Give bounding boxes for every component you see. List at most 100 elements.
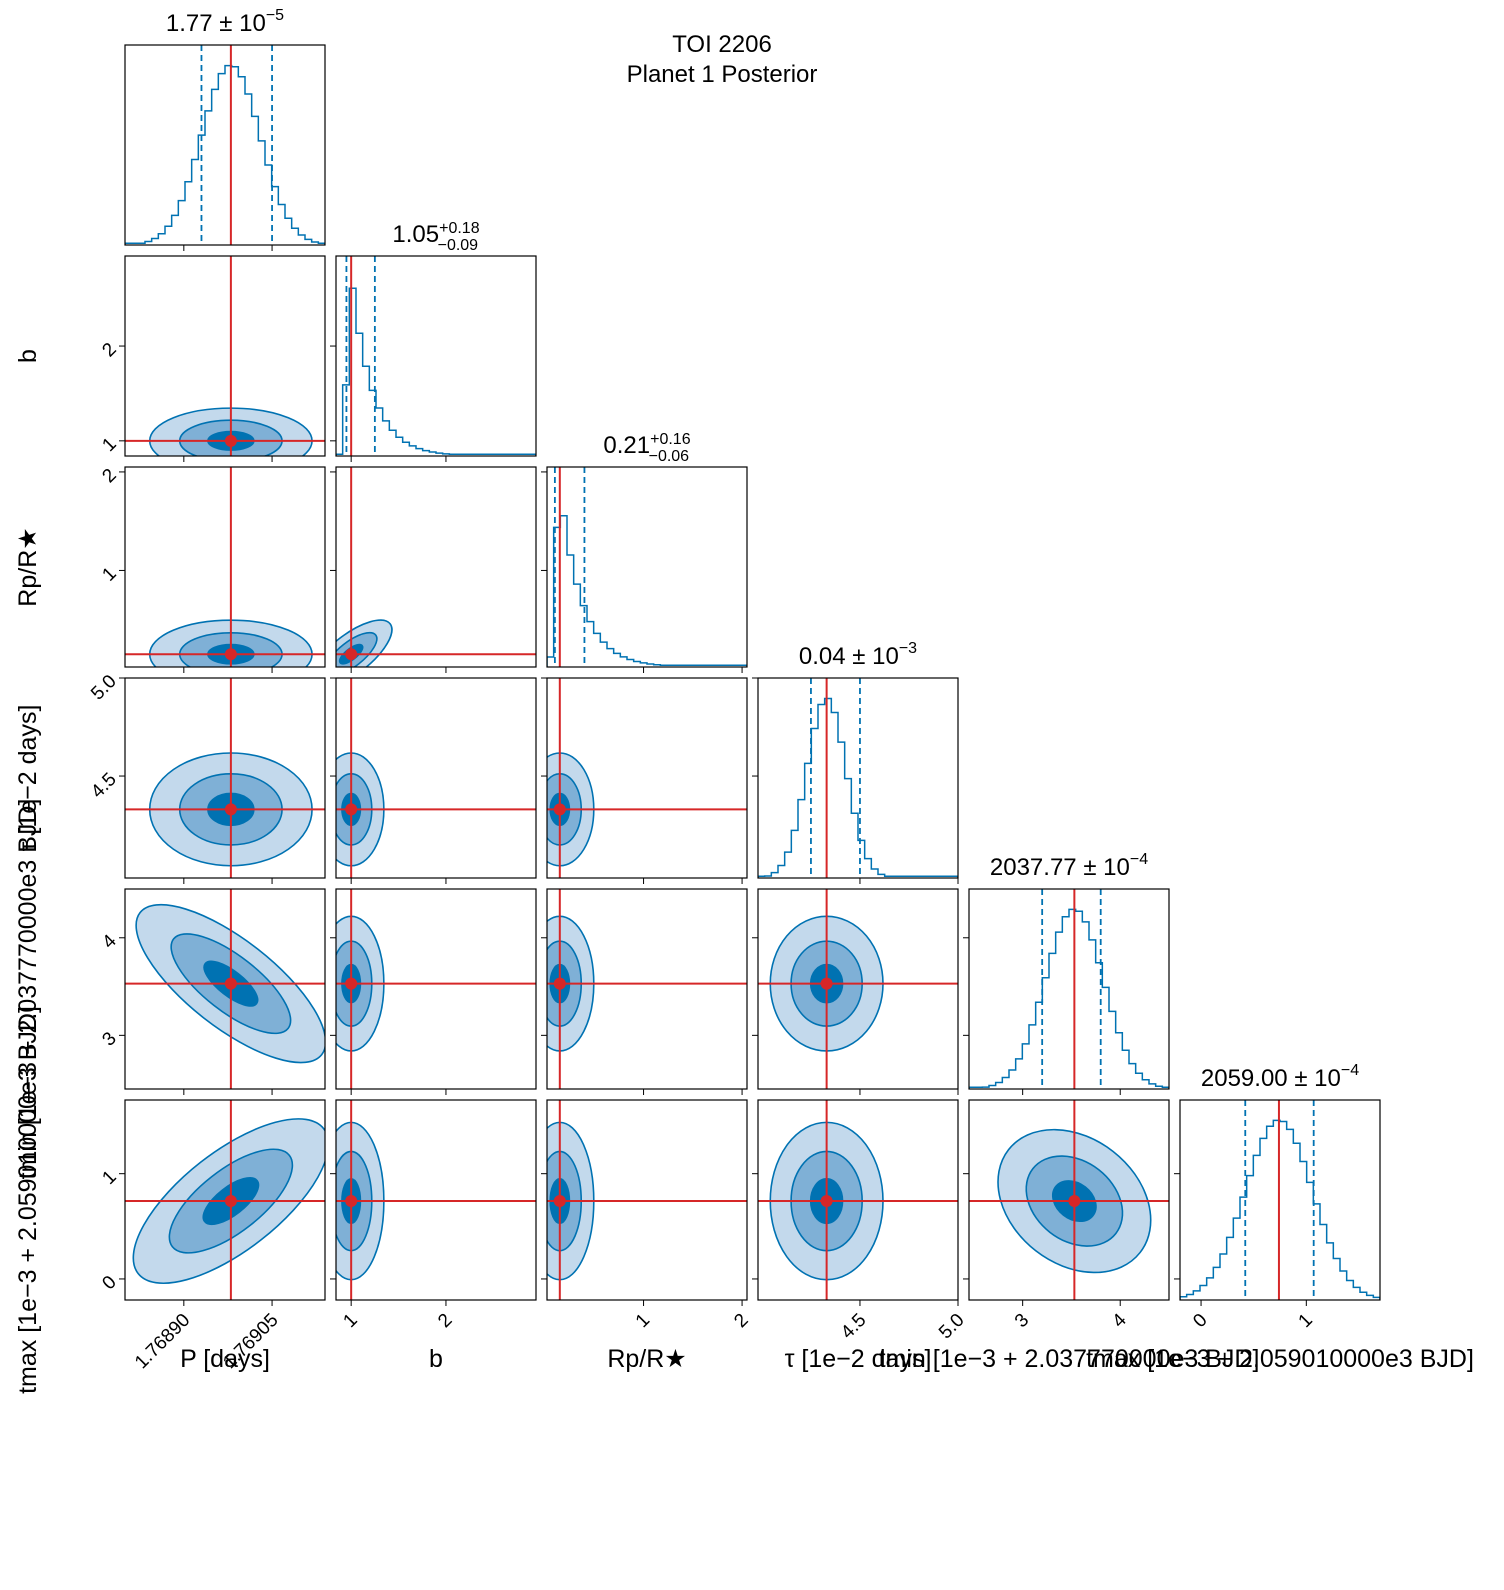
panel-frame-tau-P: [124, 677, 326, 879]
x-tick-label-tmin-1: 4: [1108, 1309, 1131, 1332]
panel-P-P: 1.77 ± 10−5: [124, 7, 326, 251]
x-tick-label-Rp/R*-1: 2: [730, 1310, 752, 1332]
x-tick-label-tau-1: 5.0: [935, 1310, 969, 1344]
panel-title-tau: 0.04 ± 10−3: [799, 640, 917, 670]
histogram-Rp/R*: [547, 515, 747, 667]
truth-point-tau-Rp/R*: [553, 803, 566, 816]
panel-title-Rp/R*: 0.21+0.16 −0.06: [603, 431, 690, 465]
x-tick-label-tau-0: 4.5: [837, 1310, 871, 1344]
truth-point-tmin-tau: [820, 977, 833, 990]
y-tick-label-Rp/R*-0: 1: [98, 563, 120, 585]
x-axis-label-b: b: [429, 1345, 443, 1373]
x-axis-label-tmin: tmin [1e−3 + 2.037770000e3 BJD]: [879, 1345, 1260, 1373]
panel-tmin-tau: [752, 888, 959, 1095]
y-tick-label-tau-1: 5.0: [87, 671, 121, 705]
x-tick-label-Rp/R*-0: 1: [632, 1310, 654, 1332]
y-tick-label-tmax-0: 0: [98, 1272, 120, 1294]
panel-title-tmin: 2037.77 ± 10−4: [990, 851, 1148, 881]
x-axis-label-Rp/R*: Rp/R★: [607, 1345, 686, 1373]
y-axis-label-b: b: [14, 349, 42, 363]
y-tick-label-tmax-1: 1: [98, 1167, 120, 1189]
truth-point-tmin-Rp/R*: [553, 977, 566, 990]
panel-Rp/R*-Rp/R*: 0.21+0.16 −0.06: [541, 431, 748, 673]
histogram-P: [125, 64, 325, 245]
panel-frame-tmax-Rp/R*: [546, 1099, 748, 1301]
panel-tmax-tau: 4.5 5.0: [752, 1099, 969, 1344]
x-axis-label-tmax: tmax [1e−3 + 2.059010000e3 BJD]: [1086, 1345, 1474, 1373]
x-axis-label-P: P [days]: [180, 1345, 270, 1373]
panel-title-P: 1.77 ± 10−5: [166, 7, 284, 37]
panel-frame-tau-tau: [757, 677, 959, 879]
panel-tmax-tmax: 2059.00 ± 10−4 0 1: [1174, 1062, 1381, 1332]
histogram-tau: [758, 697, 958, 878]
panel-frame-Rp/R*-Rp/R*: [546, 466, 748, 668]
y-tick-label-b-1: 2: [98, 339, 120, 361]
x-axis-label-tau: τ [1e−2 days]: [785, 1345, 932, 1373]
truth-point-tau-b: [345, 803, 358, 816]
panel-frame-tmin-tau: [757, 888, 959, 1090]
truth-point-tmax-b: [345, 1195, 358, 1208]
y-tick-label-tmin-1: 4: [98, 930, 121, 953]
panel-frame-b-P: [124, 255, 326, 457]
x-tick-label-b-0: 1: [339, 1310, 361, 1332]
truth-point-tmax-Rp/R*: [553, 1195, 566, 1208]
panel-frame-tau-b: [335, 677, 537, 879]
panel-frame-tmax-tmin: [968, 1099, 1170, 1301]
panel-tau-tau: 0.04 ± 10−3: [752, 640, 959, 884]
panel-frame-b-b: [335, 255, 537, 457]
truth-point-b-P: [224, 434, 237, 447]
panel-frame-tmax-b: [335, 1099, 537, 1301]
panel-tau-Rp/R*: [541, 677, 748, 884]
figure-title-line1: TOI 2206: [672, 31, 772, 58]
x-tick-label-tmin-0: 3: [1011, 1310, 1033, 1332]
histogram-tmin: [969, 908, 1169, 1089]
panel-Rp/R*-b: [330, 466, 537, 673]
y-tick-label-Rp/R*-1: 2: [98, 465, 120, 487]
truth-point-Rp/R*-b: [345, 648, 358, 661]
y-tick-label-tau-0: 4.5: [87, 769, 121, 803]
y-tick-label-tmin-0: 3: [98, 1028, 120, 1050]
panel-frame-tmin-Rp/R*: [546, 888, 748, 1090]
truth-point-tau-P: [224, 803, 237, 816]
y-axis-label-tmax: tmax [1e−3 + 2.059010000e3 BJD]: [14, 1006, 42, 1394]
panel-title-b: 1.05+0.18 −0.09: [392, 220, 479, 254]
x-tick-label-tmax-1: 1: [1295, 1310, 1317, 1332]
panel-tmin-P: 34: [98, 888, 326, 1095]
panel-frame-tmax-P: [124, 1099, 326, 1301]
panel-frame-P-P: [124, 44, 326, 246]
panel-tau-P: 4.5 5.0: [87, 671, 326, 884]
truth-point-tmin-b: [345, 977, 358, 990]
figure-title-line2: Planet 1 Posterior: [627, 61, 818, 88]
panel-b-b: 1.05+0.18 −0.09: [330, 220, 537, 462]
panel-frame-tmin-b: [335, 888, 537, 1090]
truth-point-tmax-P: [224, 1195, 237, 1208]
panel-frame-tmax-tmax: [1179, 1099, 1381, 1301]
histogram-b: [336, 287, 536, 456]
truth-point-tmin-P: [224, 977, 237, 990]
truth-point-Rp/R*-P: [224, 648, 237, 661]
panel-title-tmax: 2059.00 ± 10−4: [1201, 1062, 1359, 1092]
panel-Rp/R*-P: 12: [98, 465, 326, 673]
panel-frame-tau-Rp/R*: [546, 677, 748, 879]
panel-b-P: 12: [98, 255, 326, 462]
panel-tmin-Rp/R*: [541, 888, 748, 1095]
histogram-tmax: [1180, 1119, 1380, 1300]
panel-tmin-tmin: 2037.77 ± 10−4: [963, 851, 1170, 1095]
truth-point-tmax-tmin: [1068, 1195, 1081, 1208]
panel-frame-Rp/R*-b: [335, 466, 537, 668]
panel-frame-tmin-tmin: [968, 888, 1170, 1090]
panel-tmin-b: [330, 888, 537, 1095]
y-axis-label-tau: τ [1e−2 days]: [14, 705, 42, 852]
panel-tau-b: [330, 677, 537, 884]
panel-frame-tmin-P: [124, 888, 326, 1090]
panel-frame-Rp/R*-P: [124, 466, 326, 668]
x-tick-label-tmax-0: 0: [1189, 1310, 1211, 1332]
x-tick-label-b-1: 2: [434, 1310, 456, 1332]
truth-point-tmax-tau: [820, 1195, 833, 1208]
